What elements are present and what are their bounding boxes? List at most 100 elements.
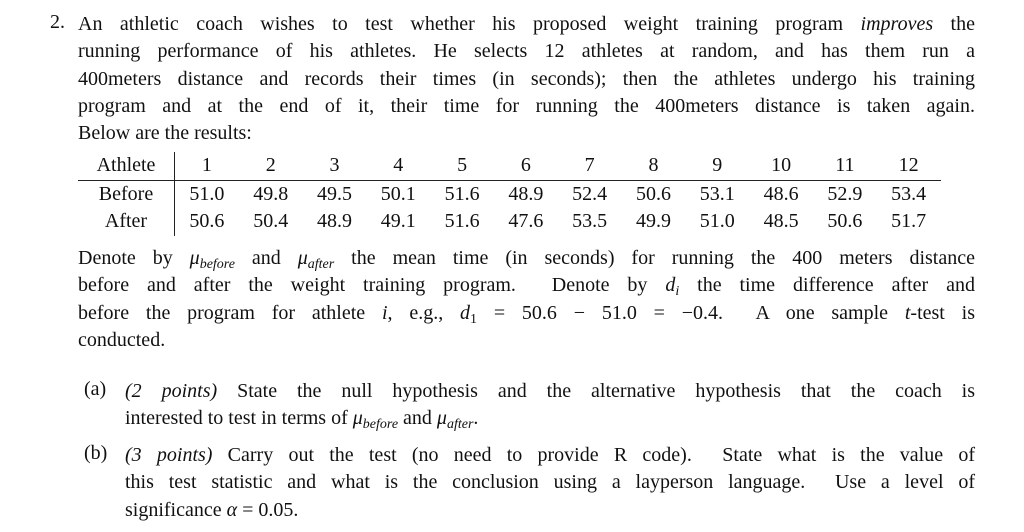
row-header: Athlete: [78, 152, 175, 181]
cell: 51.6: [444, 182, 480, 205]
row-header: Before: [78, 180, 175, 208]
intro: An athletic coach wishes to test whether…: [78, 11, 975, 147]
line: Denote by μbefore and μafter the mean ti…: [78, 245, 975, 272]
line: significance α = 0.05.: [125, 497, 975, 524]
cell: 51.0: [189, 182, 225, 205]
cell: 49.1: [380, 210, 416, 232]
cell: 53.1: [699, 182, 735, 205]
cell: 51.7: [891, 210, 927, 232]
subscript: 1: [470, 311, 478, 327]
part-label: (a): [84, 378, 107, 400]
symbol: i: [381, 301, 388, 324]
cell: 52.4: [572, 182, 608, 205]
part-label: (b): [84, 442, 108, 464]
line: (2 points) State the null hypothesis and…: [125, 378, 975, 405]
text: Carry out the test (no need to provide R…: [212, 444, 976, 466]
table-row: Before 51.0 49.8 49.5 50.1 51.6 48.9 52.4 50.6 53…: [78, 180, 941, 208]
text: and: [398, 407, 437, 430]
points: (3 points): [125, 444, 213, 466]
cell: 1: [174, 152, 239, 181]
row-header: After: [78, 208, 175, 236]
text: State the null hypothesis and the altern…: [217, 380, 976, 402]
subscript: before: [199, 257, 235, 272]
line: program and at the end of it, their time…: [78, 94, 975, 117]
text: = 50.6 − 51.0 = −0.4. A one sample: [477, 301, 905, 324]
cell: 11: [812, 152, 877, 181]
text: significance: [125, 498, 227, 521]
cell: 50.4: [253, 210, 289, 232]
points: (2 points): [125, 380, 218, 402]
cell: 50.6: [635, 182, 671, 205]
line: conducted.: [78, 328, 166, 351]
cell: 51.6: [444, 210, 480, 232]
line: this test statistic and what is the conc…: [125, 471, 975, 494]
text: before and after the weight training pro…: [78, 274, 666, 297]
cell: 48.9: [508, 182, 544, 205]
cell: 51.0: [699, 210, 735, 232]
cell: 50.6: [189, 210, 225, 232]
line: 400meters distance and records their tim…: [78, 67, 975, 90]
subscript: i: [675, 284, 680, 300]
text: the time difference after and: [679, 274, 975, 297]
cell: 7: [557, 152, 622, 181]
part-a: (2 points) State the null hypothesis and…: [125, 378, 975, 433]
subscript: after: [446, 417, 474, 433]
symbol: t: [904, 301, 911, 324]
part-b: (3 points) Carry out the test (no need t…: [125, 442, 975, 524]
text: before the program for athlete: [78, 301, 382, 324]
cell: 49.9: [635, 210, 671, 232]
subscript: before: [362, 417, 399, 433]
line: before and after the weight training pro…: [78, 272, 975, 299]
line: (3 points) Carry out the test (no need t…: [125, 442, 975, 469]
line: running performance of his athletes. He …: [78, 40, 975, 63]
cell: 10: [749, 152, 813, 181]
cell: 6: [493, 152, 558, 181]
cell: 52.9: [827, 182, 863, 205]
symbol: d: [665, 274, 676, 297]
symbol: μ: [352, 407, 363, 430]
line: Below are the results:: [78, 122, 252, 145]
text: -test is: [910, 301, 975, 324]
text: the mean time (in seconds) for running t…: [334, 247, 975, 269]
cell: 3: [302, 152, 367, 181]
symbol: μ: [297, 247, 308, 269]
table-row: After 50.6 50.4 48.9 49.1 51.6 47.6 53.5 49.9 51.…: [78, 208, 941, 236]
line: interested to test in terms of μbefore a…: [125, 405, 975, 432]
text: = 0.05.: [237, 498, 299, 521]
denote: Denote by μbefore and μafter the mean ti…: [78, 245, 975, 354]
symbol: μ: [436, 407, 447, 430]
text: interested to test in terms of: [125, 407, 353, 430]
symbol: μ: [189, 247, 200, 269]
text: and: [234, 247, 298, 269]
cell: 9: [685, 152, 750, 181]
cell: 49.5: [316, 182, 352, 205]
table-row: Athlete 1 2 3 4 5 6 7 8 9 10 11 12: [78, 152, 941, 181]
cell: 12: [876, 152, 941, 181]
text: .: [473, 407, 479, 430]
cell: 49.8: [253, 182, 289, 205]
cell: 48.6: [763, 182, 799, 205]
line: before the program for athlete i, e.g., …: [78, 300, 975, 327]
cell: 50.6: [827, 210, 863, 232]
emphasis: improves: [860, 13, 934, 35]
text: Denote by: [78, 247, 190, 269]
cell: 48.9: [316, 210, 352, 232]
line: An athletic coach wishes to test whether…: [78, 11, 975, 38]
cell: 47.6: [508, 210, 544, 232]
question-number: 2.: [50, 11, 65, 33]
cell: 8: [621, 152, 686, 181]
symbol: d: [460, 301, 471, 324]
text: , e.g.,: [387, 301, 461, 324]
symbol: α: [226, 498, 238, 521]
cell: 5: [430, 152, 494, 181]
cell: 53.4: [891, 182, 927, 205]
cell: 53.5: [572, 210, 608, 232]
text: An athletic coach wishes to test whether…: [78, 13, 861, 35]
subscript: after: [307, 257, 335, 272]
cell: 2: [238, 152, 303, 181]
cell: 4: [366, 152, 431, 181]
text: the: [933, 13, 975, 35]
cell: 48.5: [763, 210, 799, 232]
cell: 50.1: [380, 182, 416, 205]
